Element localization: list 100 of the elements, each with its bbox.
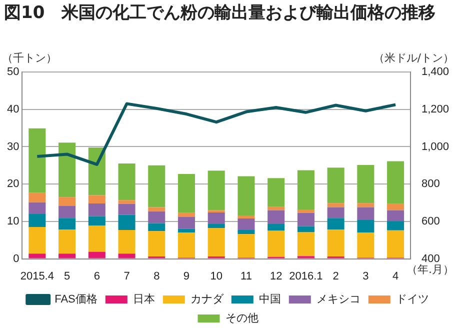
bar bbox=[28, 227, 46, 254]
x-tick-label: 5 bbox=[64, 270, 70, 282]
bar bbox=[148, 231, 166, 257]
bar bbox=[268, 224, 285, 231]
y2-tick-label: 1,200 bbox=[421, 103, 450, 116]
bar bbox=[387, 204, 404, 210]
bar bbox=[208, 170, 225, 210]
bar bbox=[118, 214, 136, 230]
bar bbox=[387, 221, 404, 230]
legend-label: カナダ bbox=[190, 294, 224, 306]
bar bbox=[357, 165, 374, 204]
bar bbox=[88, 216, 106, 226]
bar bbox=[178, 228, 195, 233]
bar bbox=[327, 168, 344, 204]
x-tick-label: 4 bbox=[392, 270, 399, 282]
legend-label: メキシコ bbox=[316, 294, 360, 306]
y2-tick-label: 600 bbox=[421, 215, 440, 228]
y2-axis-title: （米ドル/トン） bbox=[373, 51, 454, 64]
bar bbox=[148, 207, 166, 212]
y-tick-label: 40 bbox=[6, 103, 20, 116]
bar bbox=[58, 230, 76, 254]
bar bbox=[178, 216, 195, 229]
bar bbox=[88, 204, 106, 216]
x-tick-label: 6 bbox=[94, 270, 100, 282]
legend-label: その他 bbox=[225, 312, 258, 325]
x-tick-label: 8 bbox=[154, 270, 160, 282]
bar bbox=[327, 203, 344, 208]
bar bbox=[28, 202, 46, 214]
bar bbox=[88, 252, 106, 258]
bar bbox=[58, 142, 76, 198]
y-tick-label: 50 bbox=[6, 66, 20, 78]
x-tick-label: 2016.1 bbox=[289, 270, 323, 282]
bar bbox=[238, 230, 255, 234]
bar bbox=[238, 176, 255, 216]
bar bbox=[297, 212, 314, 226]
y2-tick-label: 1,000 bbox=[421, 140, 450, 153]
legend-label: 中国 bbox=[258, 292, 281, 306]
bar bbox=[148, 211, 166, 224]
y-axis-title: （千トン） bbox=[2, 51, 57, 64]
bar bbox=[58, 206, 76, 218]
chart-title: 図10 米国の化工でん粉の輸出量および輸出価格の推移 bbox=[4, 2, 437, 24]
y-tick-label: 10 bbox=[6, 215, 20, 228]
bar bbox=[357, 232, 374, 258]
bar bbox=[118, 230, 136, 254]
bar bbox=[268, 230, 285, 257]
bar bbox=[118, 164, 136, 200]
bar bbox=[357, 207, 374, 220]
y-tick-label: 0 bbox=[13, 252, 20, 265]
bar bbox=[238, 218, 255, 230]
bar bbox=[297, 209, 314, 213]
legend-label: ドイツ bbox=[396, 294, 429, 306]
bar bbox=[28, 254, 46, 258]
x-tick-label: 12 bbox=[270, 270, 282, 282]
bar bbox=[327, 230, 344, 257]
bar bbox=[387, 161, 404, 204]
y-tick-label: 30 bbox=[6, 140, 20, 153]
bar bbox=[58, 218, 76, 230]
bar bbox=[268, 210, 285, 224]
bar bbox=[357, 203, 374, 208]
legend-label: 日本 bbox=[132, 292, 155, 306]
bar bbox=[327, 218, 344, 230]
bar bbox=[208, 212, 225, 224]
bar bbox=[88, 147, 106, 196]
bar bbox=[297, 232, 314, 256]
bar bbox=[357, 220, 374, 233]
bar bbox=[118, 204, 136, 215]
bar bbox=[238, 215, 255, 218]
y2-tick-label: 800 bbox=[421, 178, 440, 190]
y2-tick-label: 400 bbox=[421, 252, 440, 265]
bar bbox=[28, 192, 46, 202]
x-tick-label: 7 bbox=[124, 270, 130, 282]
bar bbox=[297, 226, 314, 232]
bar bbox=[387, 230, 404, 258]
bar bbox=[178, 232, 195, 258]
bar bbox=[148, 165, 166, 208]
bar bbox=[148, 223, 166, 232]
bar bbox=[238, 234, 255, 258]
bar bbox=[118, 254, 136, 258]
x-tick-label: 3 bbox=[362, 270, 369, 282]
bar bbox=[28, 214, 46, 228]
bar bbox=[58, 197, 76, 206]
x-tick-label: 11 bbox=[240, 270, 252, 282]
x-tick-label: 2 bbox=[332, 270, 339, 282]
bar bbox=[387, 210, 404, 222]
x-tick-label: 10 bbox=[210, 270, 222, 282]
bar bbox=[28, 128, 46, 193]
bar bbox=[88, 226, 106, 252]
bar bbox=[208, 224, 225, 228]
bar bbox=[268, 178, 285, 207]
y2-tick-label: 1,400 bbox=[421, 66, 450, 78]
bar bbox=[88, 195, 106, 204]
x-tick-label: 9 bbox=[183, 270, 190, 282]
bar bbox=[178, 212, 195, 217]
bar bbox=[208, 228, 225, 257]
bar bbox=[178, 174, 195, 213]
legend-label: FAS価格 bbox=[54, 294, 98, 306]
bar bbox=[327, 207, 344, 218]
y-tick-label: 20 bbox=[6, 178, 20, 190]
x-axis-title: （年.月） bbox=[406, 263, 454, 276]
bar bbox=[118, 200, 136, 204]
